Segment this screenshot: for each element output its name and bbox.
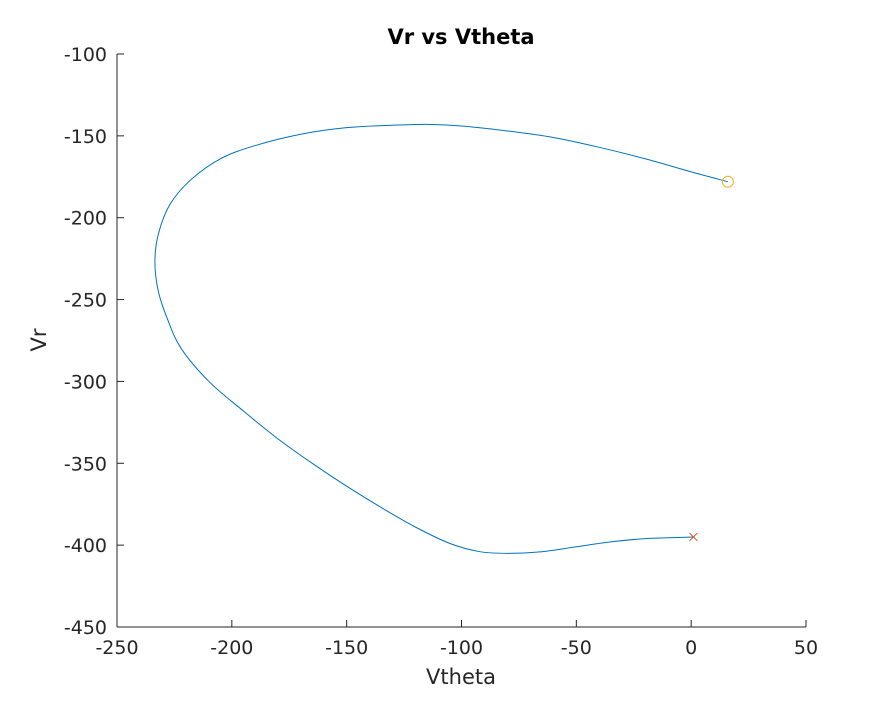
- x-tick-label: -50: [561, 637, 592, 659]
- x-tick-label: -100: [440, 637, 483, 659]
- x-tick-label: 0: [685, 637, 697, 659]
- y-tick-label: -350: [64, 453, 107, 475]
- series-line-0: [154, 123, 729, 554]
- y-tick-label: -250: [64, 290, 107, 312]
- end-marker-cross: [689, 532, 698, 542]
- x-tick-label: -150: [325, 637, 368, 659]
- y-axis-label: Vr: [27, 328, 51, 351]
- y-tick-label: -400: [64, 535, 107, 557]
- chart-title: Vr vs Vtheta: [387, 25, 534, 49]
- y-tick-label: -300: [64, 371, 107, 393]
- axes: -250 -200 -150 -100 -50 0 50 -100 -150 -200 -250 -3…: [64, 44, 818, 659]
- y-tick-label: -150: [64, 126, 107, 148]
- y-tick-label: -200: [64, 208, 107, 230]
- y-tick-label: -450: [64, 617, 107, 639]
- x-axis-label: Vtheta: [426, 665, 496, 689]
- x-tick-label: 50: [794, 637, 818, 659]
- y-tick-label: -100: [64, 44, 107, 66]
- plot-area: [154, 123, 734, 554]
- x-tick-label: -250: [95, 637, 138, 659]
- start-marker-circle: [721, 175, 734, 188]
- x-tick-label: -200: [210, 637, 253, 659]
